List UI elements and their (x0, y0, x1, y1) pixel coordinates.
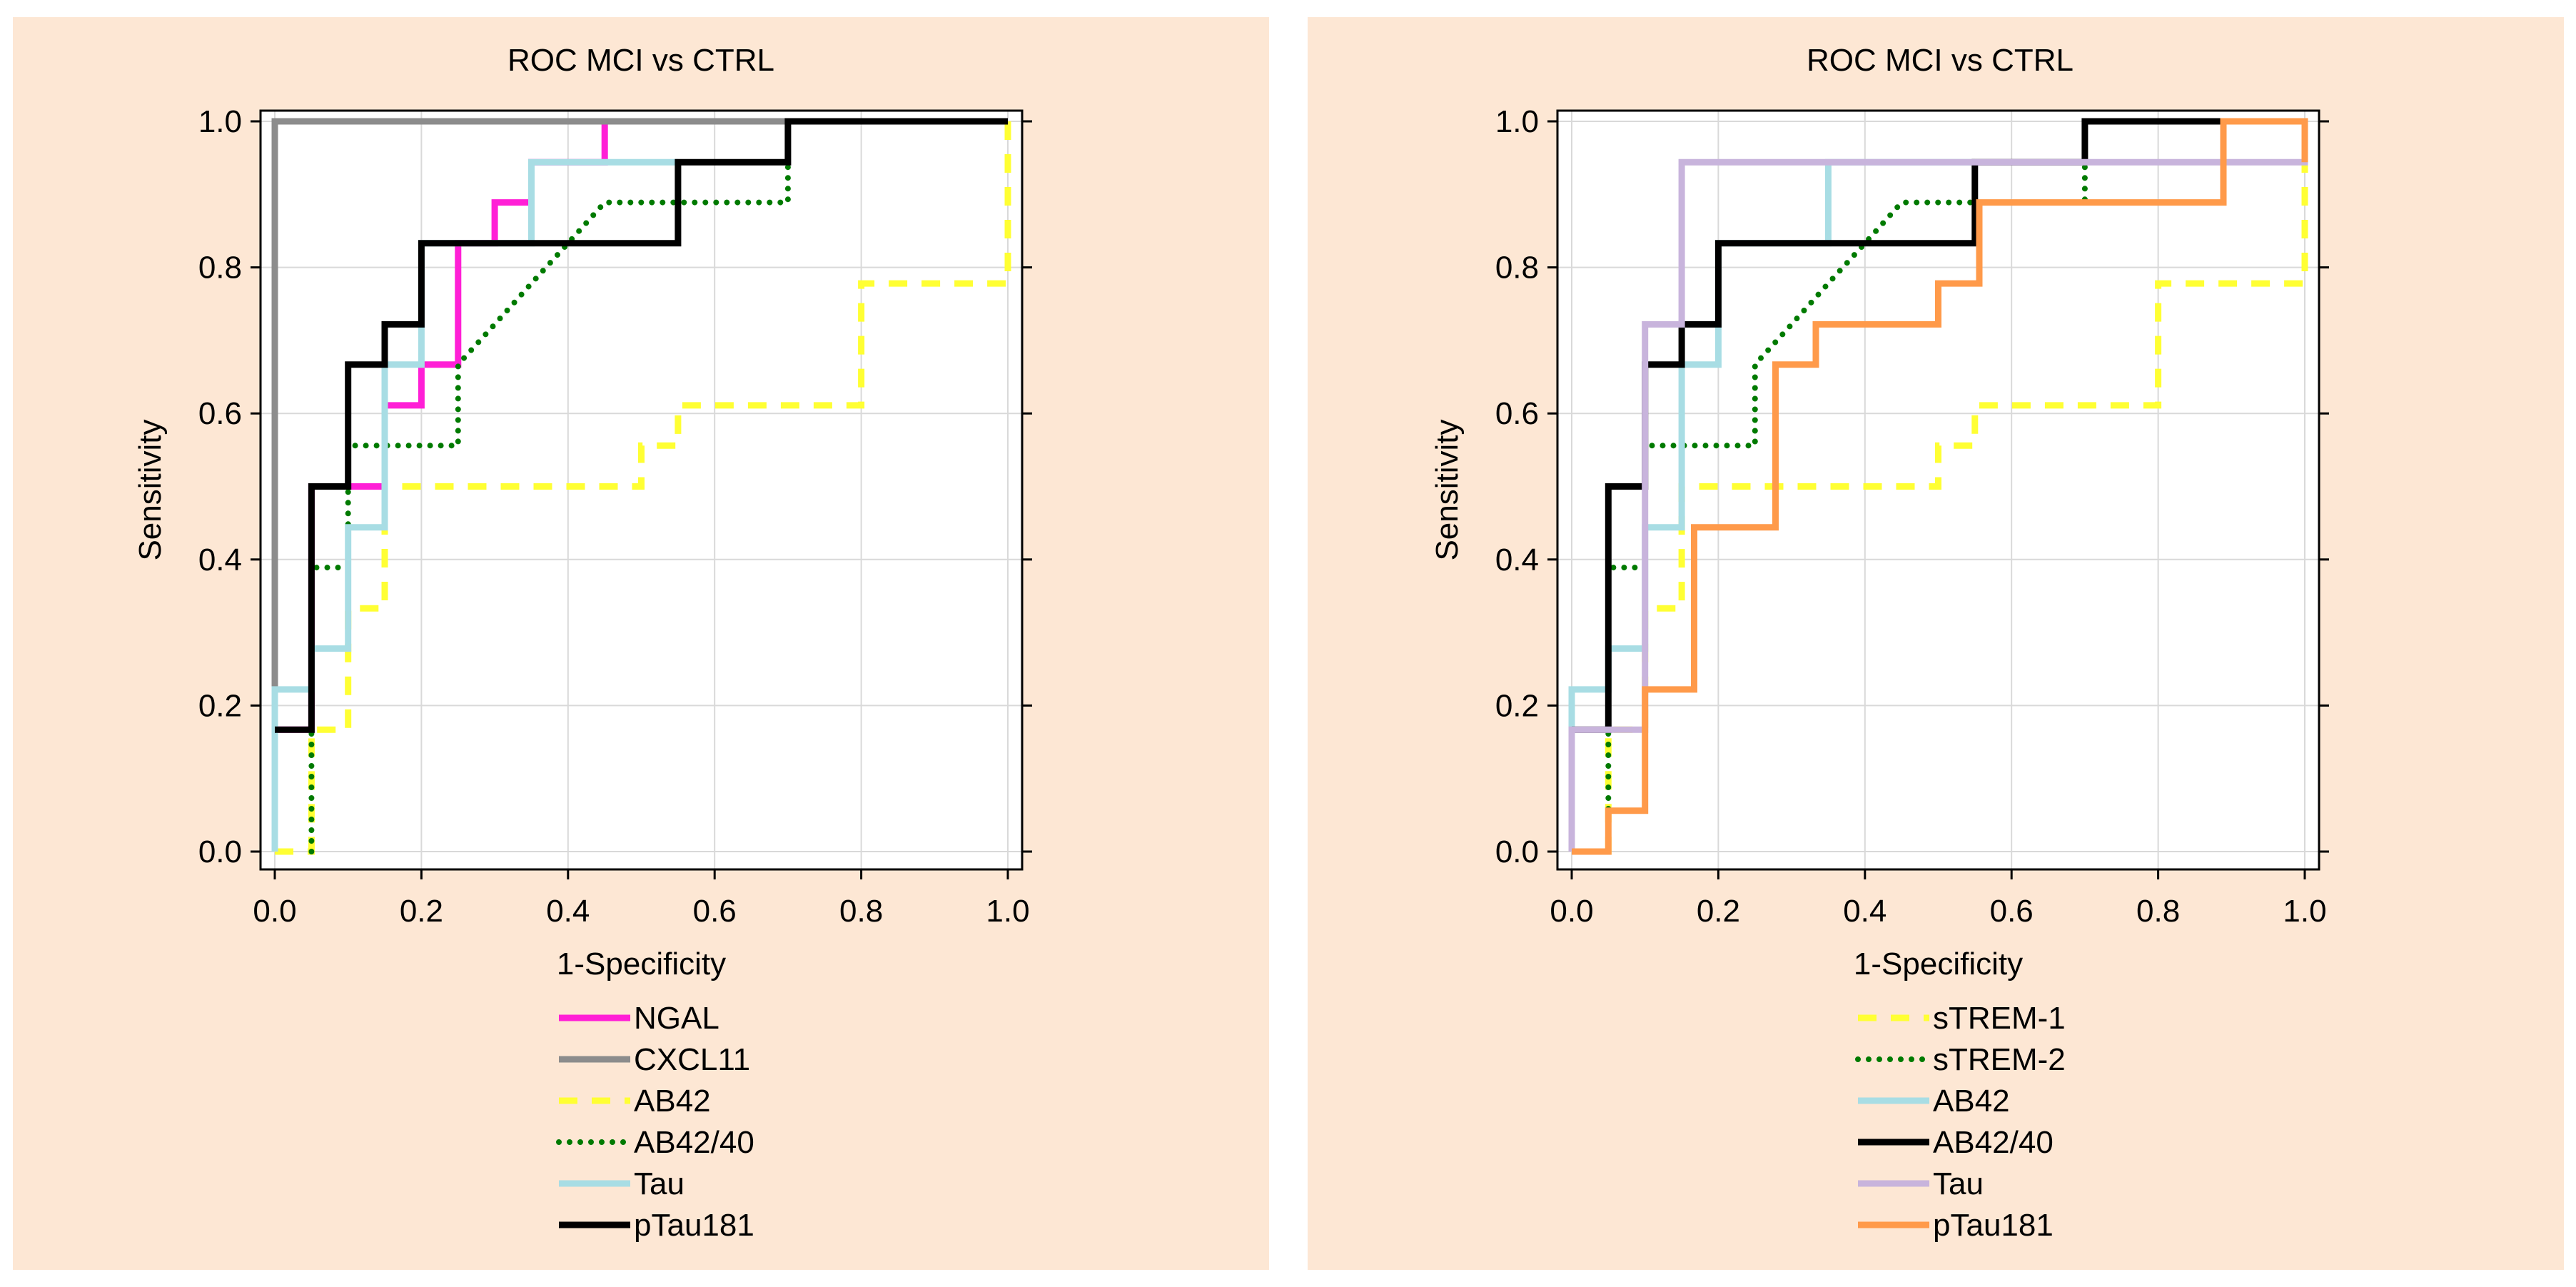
x-tick-label: 1.0 (986, 894, 1029, 929)
legend-label: pTau181 (634, 1208, 754, 1243)
plot-area (1557, 111, 2319, 869)
y-tick-label: 0.8 (1495, 251, 1539, 286)
x-tick-label: 0.6 (693, 894, 737, 929)
x-tick-label: 0.2 (1697, 894, 1740, 929)
legend-label: Tau (634, 1166, 685, 1201)
legend-label: Tau (1933, 1166, 1984, 1201)
roc-chart-2: ROC MCI vs CTRL 0.0 0.2 0.4 0.6 0.8 1.0 0.0 0.2 0… (1308, 17, 2564, 1270)
x-tick-label: 0.0 (253, 894, 296, 929)
series-line-ab42 (275, 121, 1011, 855)
legend-label: pTau181 (1933, 1208, 2054, 1243)
series-line-ptau181 (275, 118, 1008, 733)
y-tick-label: 0.2 (198, 688, 242, 723)
legend-label: AB42/40 (634, 1125, 754, 1160)
plot-frame (1556, 109, 2320, 871)
y-tick-label: 0.0 (198, 834, 242, 869)
legend: sTREM-1 sTREM-2 AB42 AB42/40 Tau pTau181 (1855, 1001, 2066, 1243)
y-tick-label: 0.2 (1495, 688, 1539, 723)
y-axis-label: Sensitivity (1430, 419, 1465, 560)
legend-label: CXCL11 (634, 1042, 750, 1077)
legend-label: sTREM-1 (1933, 1001, 2066, 1036)
series-line-tau (1568, 121, 2308, 852)
legend-label: AB42 (634, 1084, 711, 1119)
x-tick-label: 0.4 (1843, 894, 1886, 929)
y-tick-label: 0.6 (1495, 396, 1539, 431)
y-tick-label: 0.0 (1495, 834, 1539, 869)
y-tick-label: 0.4 (198, 542, 242, 577)
x-tick-label: 1.0 (2283, 894, 2326, 929)
x-tick-label: 0.8 (839, 894, 883, 929)
x-tick-label: 0.6 (1990, 894, 2034, 929)
y-tick-label: 1.0 (1495, 104, 1539, 139)
y-tick-label: 1.0 (198, 104, 242, 139)
roc-chart-1: ROC MCI vs CTRL 0.0 0.2 0.4 0.6 0.8 1.0 0.0 0.2 0… (13, 17, 1269, 1270)
x-tick-label: 0.4 (546, 894, 590, 929)
x-tick-label: 0.2 (400, 894, 443, 929)
legend-label: sTREM-2 (1933, 1042, 2066, 1077)
x-tick-label: 0.0 (1550, 894, 1593, 929)
legend-label: AB42/40 (1933, 1125, 2054, 1160)
x-axis-label: 1-Specificity (1854, 947, 2023, 981)
y-tick-label: 0.4 (1495, 542, 1539, 577)
y-axis-label: Sensitivity (133, 419, 168, 560)
series-line-cxcl11 (271, 118, 1008, 852)
legend: NGAL CXCL11 AB42 AB42/40 Tau pTau181 (556, 1001, 754, 1243)
chart-title: ROC MCI vs CTRL (1807, 43, 2074, 78)
x-axis-label: 1-Specificity (557, 947, 726, 981)
x-tick-label: 0.8 (2136, 894, 2180, 929)
legend-label: NGAL (634, 1001, 719, 1036)
y-tick-label: 0.8 (198, 251, 242, 286)
plot-frame (259, 109, 1024, 871)
chart-title: ROC MCI vs CTRL (507, 43, 774, 78)
legend-label: AB42 (1933, 1084, 2010, 1119)
y-tick-label: 0.6 (198, 396, 242, 431)
series-line-ptau181 (1572, 118, 2308, 855)
plot-area (261, 111, 1022, 869)
